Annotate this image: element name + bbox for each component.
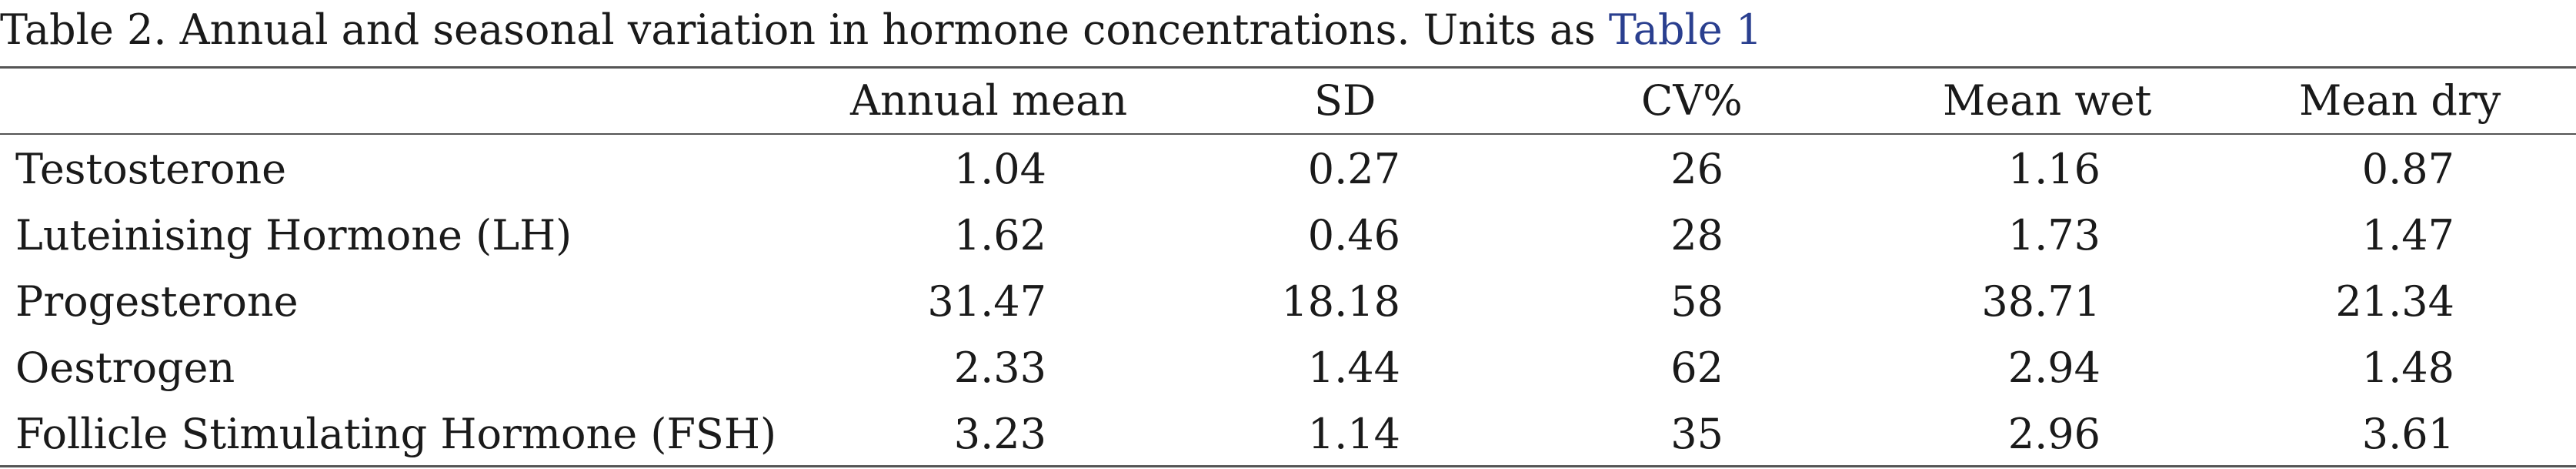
row-label: Luteinising Hormone (LH) bbox=[15, 211, 572, 260]
cell-cv: 28 bbox=[1670, 211, 1723, 260]
cell-mean-dry: 1.48 bbox=[2361, 343, 2454, 392]
row-label: Testosterone bbox=[15, 145, 287, 193]
cell-annual-mean: 31.47 bbox=[927, 277, 1046, 326]
header-mean-wet: Mean wet bbox=[1943, 76, 2152, 125]
cell-annual-mean: 2.33 bbox=[953, 343, 1046, 392]
table-1-link[interactable]: Table 1 bbox=[1608, 5, 1763, 54]
cell-sd: 0.27 bbox=[1307, 145, 1400, 193]
cell-mean-wet: 2.94 bbox=[2007, 343, 2101, 392]
row-label: Follicle Stimulating Hormone (FSH) bbox=[15, 410, 777, 458]
header-annual-mean: Annual mean bbox=[850, 76, 1128, 125]
cell-cv: 58 bbox=[1670, 277, 1723, 326]
table-header-rule bbox=[0, 133, 2576, 135]
cell-sd: 1.14 bbox=[1307, 410, 1400, 458]
caption-text: Table 2. Annual and seasonal variation i… bbox=[0, 5, 1609, 54]
cell-sd: 18.18 bbox=[1281, 277, 1400, 326]
header-mean-dry: Mean dry bbox=[2299, 76, 2501, 125]
cell-cv: 26 bbox=[1670, 145, 1723, 193]
cell-sd: 1.44 bbox=[1307, 343, 1400, 392]
cell-mean-wet: 1.16 bbox=[2007, 145, 2101, 193]
cell-annual-mean: 3.23 bbox=[953, 410, 1046, 458]
cell-mean-dry: 0.87 bbox=[2361, 145, 2454, 193]
cell-mean-dry: 21.34 bbox=[2335, 277, 2454, 326]
table-top-rule bbox=[0, 66, 2576, 69]
row-label: Progesterone bbox=[15, 277, 299, 326]
table-caption: Table 2. Annual and seasonal variation i… bbox=[0, 5, 1762, 55]
cell-mean-dry: 3.61 bbox=[2361, 410, 2454, 458]
header-sd: SD bbox=[1314, 76, 1376, 125]
cell-cv: 35 bbox=[1670, 410, 1723, 458]
cell-sd: 0.46 bbox=[1307, 211, 1400, 260]
cell-mean-wet: 38.71 bbox=[1981, 277, 2101, 326]
cell-mean-wet: 2.96 bbox=[2007, 410, 2101, 458]
cell-mean-dry: 1.47 bbox=[2361, 211, 2454, 260]
cell-annual-mean: 1.62 bbox=[953, 211, 1046, 260]
row-label: Oestrogen bbox=[15, 343, 235, 392]
header-cv: CV% bbox=[1641, 76, 1743, 125]
cell-annual-mean: 1.04 bbox=[953, 145, 1046, 193]
cell-cv: 62 bbox=[1670, 343, 1723, 392]
cell-mean-wet: 1.73 bbox=[2007, 211, 2101, 260]
table-bottom-rule bbox=[0, 465, 2576, 467]
